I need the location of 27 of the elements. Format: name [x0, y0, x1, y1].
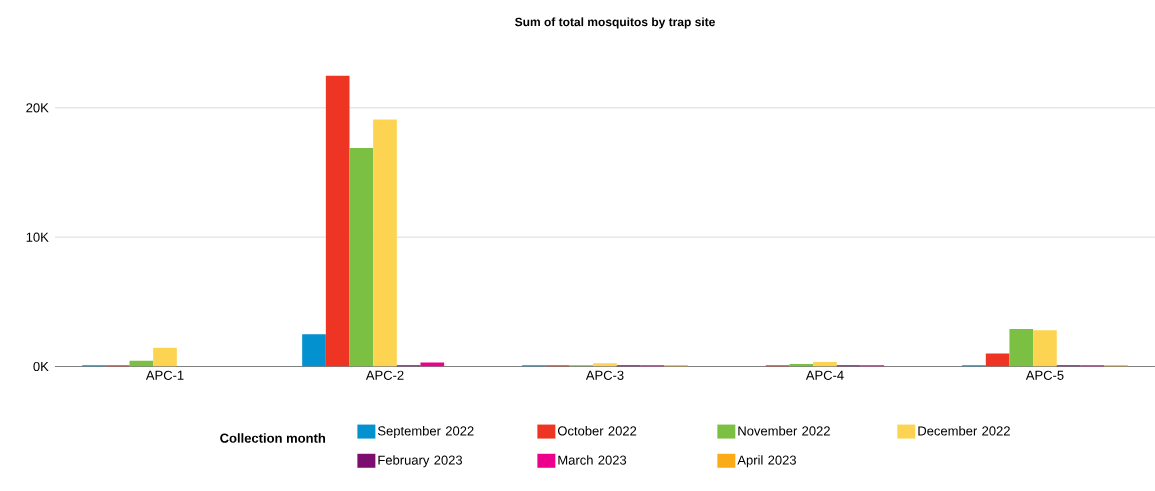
y-tick-label: 20K — [26, 103, 49, 113]
legend-label: February 2023 — [378, 455, 463, 468]
legend-label: March 2023 — [558, 455, 627, 465]
bar — [153, 347, 177, 367]
bar — [349, 147, 374, 367]
legend-title: Collection month — [220, 433, 326, 443]
bar — [1009, 328, 1034, 367]
chart-title: Sum of total mosquitos by trap site — [515, 17, 715, 29]
legend-label: October 2022 — [557, 425, 637, 436]
legend-label: December 2022 — [918, 425, 1010, 436]
x-tick-label: APC-3 — [585, 370, 624, 380]
x-tick-label: APC-4 — [805, 370, 844, 380]
bar — [302, 334, 326, 367]
x-tick-label: APC-1 — [145, 370, 184, 380]
bar — [593, 363, 617, 367]
legend-label: September 2022 — [377, 425, 474, 439]
x-tick-label: APC-5 — [1025, 370, 1064, 380]
y-tick-label: 10K — [26, 232, 49, 242]
y-tick-label: 0K — [33, 361, 49, 372]
bar — [325, 75, 350, 367]
legend-label: April 2023 — [737, 455, 797, 468]
bar — [813, 361, 837, 367]
x-tick-label: APC-2 — [365, 370, 404, 380]
bar — [1033, 330, 1057, 367]
bar — [985, 353, 1010, 367]
legend-label: November 2022 — [738, 425, 830, 436]
bar — [373, 119, 397, 367]
